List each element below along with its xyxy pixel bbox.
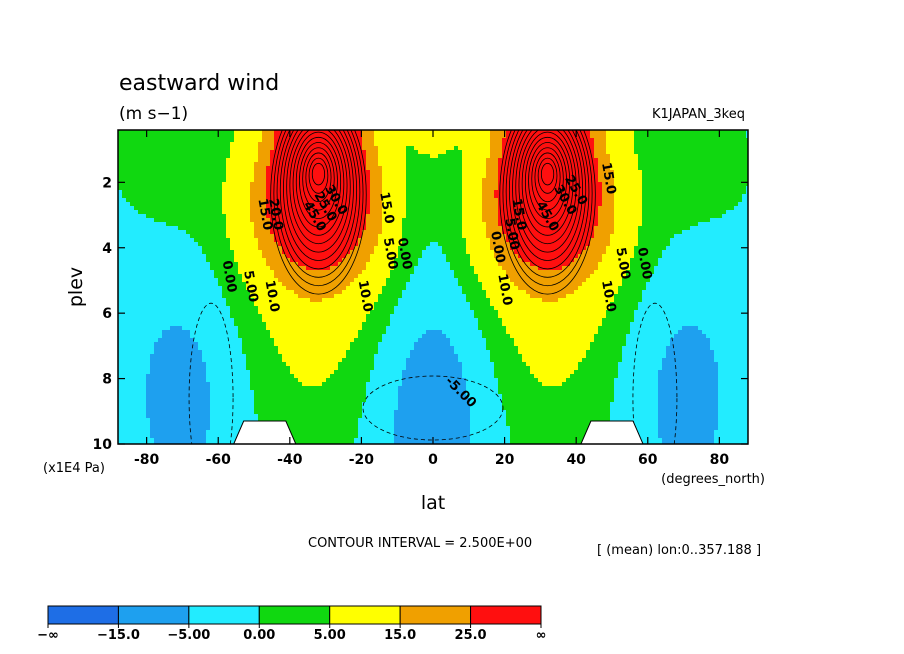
contour-label: 10.0 bbox=[598, 279, 618, 313]
contour-label: 15.0 bbox=[598, 161, 618, 195]
contour-label: 5.00 bbox=[380, 237, 400, 271]
x-axis-units: (degrees_north) bbox=[661, 472, 765, 487]
colorbar-label: 25.0 bbox=[455, 628, 487, 643]
x-tick-label: 20 bbox=[495, 452, 515, 468]
y-axis-label: plev bbox=[65, 267, 87, 307]
colorbar-swatch bbox=[117, 605, 190, 625]
colorbar-label: −15.0 bbox=[97, 628, 140, 643]
colorbar-label: ∞ bbox=[536, 628, 547, 643]
x-tick-label: -20 bbox=[349, 452, 375, 468]
contour-label: 5.00 bbox=[240, 269, 260, 303]
colorbar-label: −5.00 bbox=[167, 628, 210, 643]
dataset-label: K1JAPAN_3keq bbox=[652, 107, 745, 122]
contour-label: 10.0 bbox=[355, 279, 375, 313]
y-axis-units: (x1E4 Pa) bbox=[43, 461, 105, 476]
y-tick-label: 6 bbox=[102, 306, 112, 322]
terrain-mask bbox=[233, 420, 644, 444]
colorbar-label: 5.00 bbox=[314, 628, 346, 643]
x-tick-label: 60 bbox=[638, 452, 658, 468]
x-axis-label: lat bbox=[421, 492, 445, 514]
x-tick-label: 0 bbox=[428, 452, 438, 468]
colorbar-swatch bbox=[188, 605, 260, 625]
y-tick-label: 2 bbox=[102, 175, 112, 191]
contour-label: 15.0 bbox=[376, 191, 396, 225]
y-tick-label: 8 bbox=[102, 372, 112, 388]
x-tick-label: -80 bbox=[134, 452, 160, 468]
contour-lines bbox=[188, 130, 678, 444]
contour-field bbox=[118, 130, 748, 444]
x-tick-label: 80 bbox=[710, 452, 730, 468]
colorbar-swatch bbox=[258, 605, 331, 625]
x-tick-label: -40 bbox=[277, 452, 303, 468]
colorbar-swatch bbox=[47, 605, 119, 625]
contour-label: 5.00 bbox=[501, 217, 521, 251]
contour-label: 10.0 bbox=[262, 279, 282, 313]
y-tick-label: 4 bbox=[102, 241, 112, 257]
colorbar: −∞ −15.0 −5.00 0.00 5.00 15.0 25.0 ∞ bbox=[37, 605, 547, 643]
chart-units: (m s−1) bbox=[119, 104, 188, 124]
contour-label: 20.0 bbox=[265, 197, 285, 231]
contour-label: 5.00 bbox=[612, 246, 632, 280]
colorbar-label: 15.0 bbox=[384, 628, 416, 643]
x-tick-label: -60 bbox=[206, 452, 232, 468]
colorbar-swatch bbox=[329, 605, 401, 625]
contour-label: 15.0 bbox=[509, 197, 529, 231]
contour-interval: CONTOUR INTERVAL = 2.500E+00 bbox=[308, 536, 532, 551]
colorbar-label: −∞ bbox=[37, 628, 59, 643]
chart-title: eastward wind bbox=[119, 71, 279, 96]
colorbar-swatch bbox=[399, 605, 472, 625]
contour-labels: 0.00 5.00 10.015.020.0 25.030.045.010.015.0… bbox=[219, 161, 655, 411]
contour-label: 10.0 bbox=[494, 273, 514, 307]
colorbar-label: 0.00 bbox=[243, 628, 275, 643]
contour-label: 15.0 bbox=[254, 197, 274, 231]
axis-ticks: -80 -60 -40 -20 0 20 40 60 80 2 4 6 8 10 bbox=[93, 130, 748, 468]
contour-label: 0.00 bbox=[219, 259, 239, 293]
y-tick-label: 10 bbox=[93, 437, 113, 453]
contour-label: 0.00 bbox=[487, 230, 507, 264]
contour-label: 0.00 bbox=[394, 237, 414, 271]
x-tick-label: 40 bbox=[566, 452, 586, 468]
contour-label: 0.00 bbox=[634, 246, 654, 280]
colorbar-swatch bbox=[470, 605, 542, 625]
mean-note: [ (mean) lon:0..357.188 ] bbox=[597, 543, 761, 558]
